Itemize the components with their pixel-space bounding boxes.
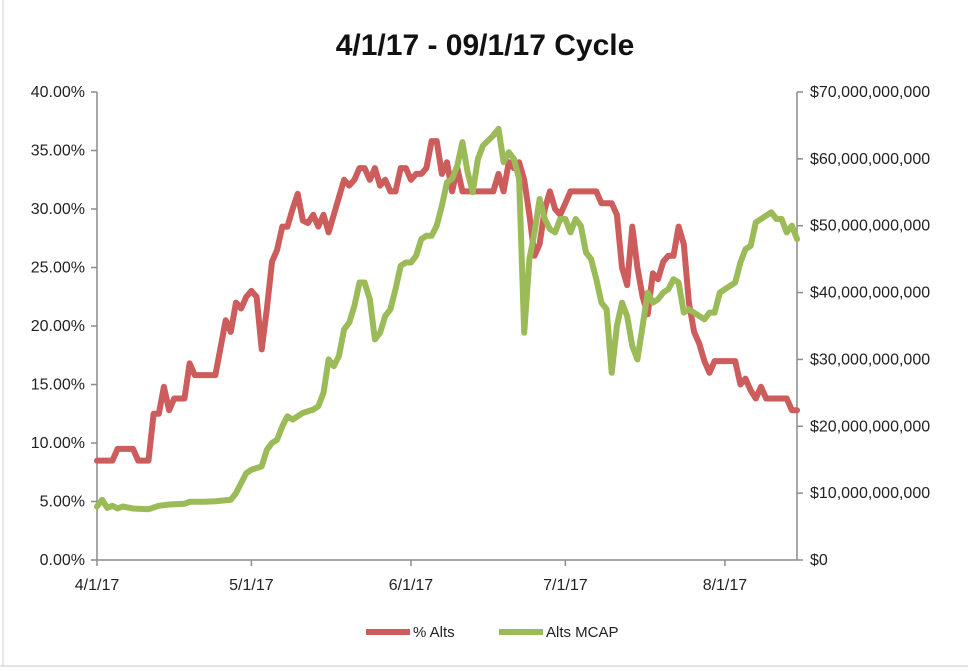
left-y-tick-label: 0.00% <box>40 552 85 569</box>
left-y-tick-label: 35.00% <box>31 143 85 160</box>
right-y-tick-label: $50,000,000,000 <box>810 218 930 235</box>
axes-group: 0.00% 5.00% 10.00% 15.00% 20.00% 25.00% 30.00%… <box>31 84 930 594</box>
chart-title: 4/1/17 - 09/1/17 Cycle <box>336 29 635 62</box>
series-layer <box>94 125 800 513</box>
left-y-tick-label: 30.00% <box>31 201 85 218</box>
right-y-tick-label: $10,000,000,000 <box>810 485 930 502</box>
x-tick-label: 5/1/17 <box>229 577 274 594</box>
right-y-tick-label: $60,000,000,000 <box>810 151 930 168</box>
left-y-tick-label: 5.00% <box>40 494 85 511</box>
left-y-tick-label: 20.00% <box>31 318 85 335</box>
right-y-tick-label: $0 <box>810 552 828 569</box>
right-y-tick-label: $30,000,000,000 <box>810 351 930 368</box>
x-tick-label: 8/1/17 <box>703 577 748 594</box>
series-line-alts <box>94 138 800 464</box>
legend: % Alts Alts MCAP <box>366 624 619 641</box>
series-line-alts-mcap <box>94 125 800 513</box>
x-tick-label: 7/1/17 <box>543 577 588 594</box>
left-y-tick-label: 15.00% <box>31 377 85 394</box>
legend-label-alts-mcap: Alts MCAP <box>546 624 619 641</box>
right-y-tick-label: $40,000,000,000 <box>810 285 930 302</box>
left-y-tick-label: 25.00% <box>31 260 85 277</box>
right-y-tick-label: $20,000,000,000 <box>810 418 930 435</box>
right-y-tick-label: $70,000,000,000 <box>810 84 930 101</box>
left-y-tick-label: 40.00% <box>31 84 85 101</box>
left-y-tick-label: 10.00% <box>31 435 85 452</box>
x-tick-label: 4/1/17 <box>75 577 120 594</box>
legend-label-alts: % Alts <box>413 624 455 641</box>
x-tick-label: 6/1/17 <box>389 577 434 594</box>
